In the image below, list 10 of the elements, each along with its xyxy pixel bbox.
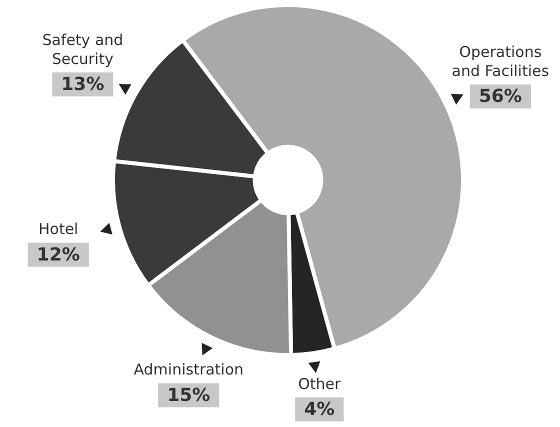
data-label: 15%: [167, 384, 210, 406]
data-label: 13%: [61, 74, 104, 96]
slice-label: Operations and Facilities: [452, 42, 550, 80]
slice-label: Hotel: [38, 220, 78, 238]
slice-label: Safety and Security: [42, 30, 124, 68]
data-label: 56%: [478, 86, 522, 108]
slice-label: Other: [298, 374, 342, 393]
data-label: 12%: [36, 244, 80, 266]
slice-label: Administration: [134, 360, 244, 379]
data-label: 4%: [304, 399, 335, 420]
